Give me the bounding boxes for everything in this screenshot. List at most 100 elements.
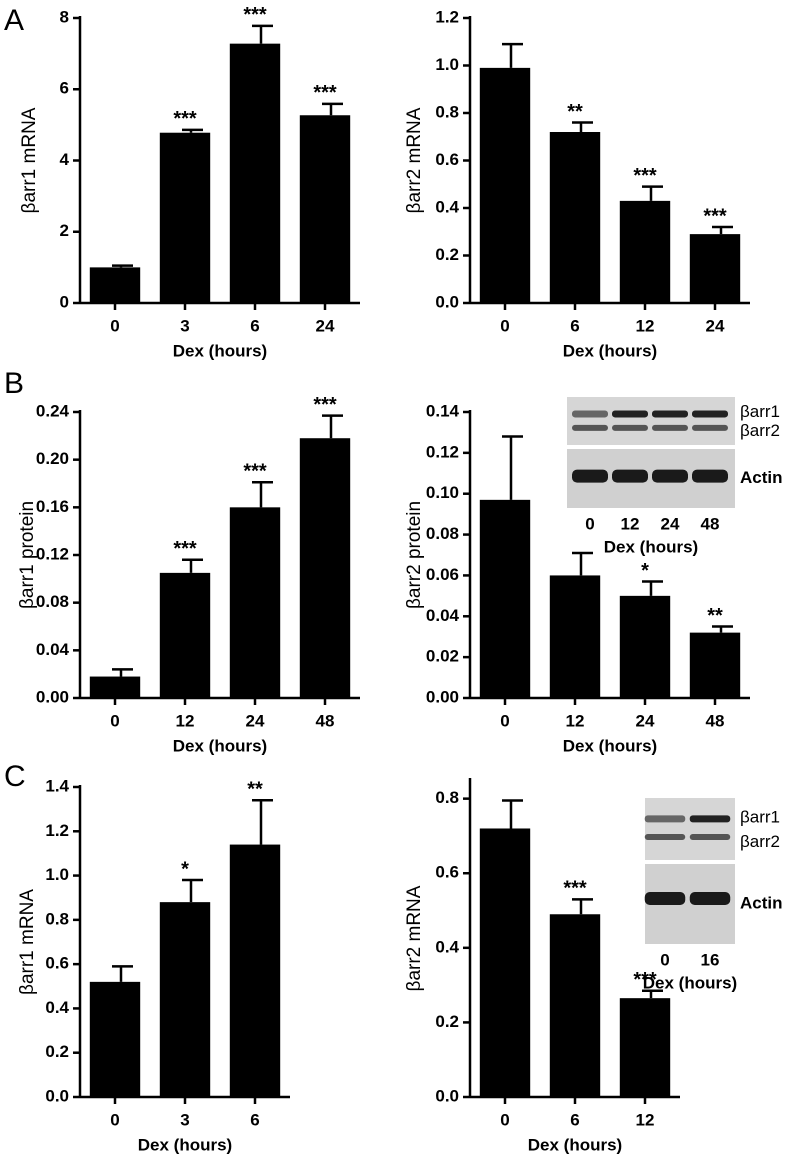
bar: [479, 67, 531, 303]
blot-band: [644, 833, 686, 840]
y-tick-label: 0: [60, 292, 69, 311]
x-tick-label: 0: [500, 1110, 509, 1129]
x-tick-label: 48: [706, 711, 725, 730]
significance-label: ***: [173, 538, 197, 560]
y-tick-label: 1.4: [45, 776, 69, 795]
lane-label: 12: [621, 514, 640, 533]
lane-label: 16: [701, 950, 720, 969]
bar: [479, 499, 531, 698]
y-tick-label: 4: [60, 150, 70, 169]
significance-label: ***: [703, 205, 727, 227]
blot-label: βarr1: [740, 807, 780, 826]
x-tick-label: 0: [500, 316, 509, 335]
error-bar: [182, 558, 203, 573]
significance-label: ***: [633, 165, 657, 187]
blot-band: [692, 469, 728, 483]
y-tick-label: 0.12: [36, 544, 69, 563]
y-tick-label: 0.6: [435, 150, 459, 169]
bar: [549, 132, 601, 303]
x-tick-label: 0: [110, 1110, 119, 1129]
error-bar: [252, 481, 273, 508]
y-tick-label: 1.0: [45, 865, 69, 884]
bar: [689, 234, 741, 303]
x-tick-label: 12: [176, 711, 195, 730]
y-tick-label: 0.2: [45, 1042, 69, 1061]
error-bar: [642, 185, 663, 201]
y-tick-label: 1.2: [45, 821, 69, 840]
x-axis-label: Dex (hours): [173, 341, 267, 360]
y-tick-label: 0.0: [435, 1086, 459, 1105]
y-tick-label: 8: [60, 7, 69, 26]
x-tick-label: 12: [636, 316, 655, 335]
blot: [567, 397, 735, 445]
blot-band: [689, 815, 731, 823]
bar: [159, 902, 211, 1097]
blot-band: [692, 410, 728, 418]
error-bar: [182, 128, 203, 133]
y-tick-label: 0.0: [45, 1086, 69, 1105]
y-axis-label: βarr2 protein: [404, 501, 425, 609]
x-tick-label: 0: [500, 711, 509, 730]
error-bar: [322, 102, 343, 116]
y-tick-label: 0.06: [426, 565, 459, 584]
lane-label: 0: [660, 950, 669, 969]
x-tick-label: 6: [250, 316, 259, 335]
significance-label: *: [641, 560, 649, 582]
significance-label: ***: [243, 4, 267, 26]
error-bar: [112, 668, 133, 677]
x-axis-label: Dex (hours): [173, 736, 267, 755]
significance-label: **: [567, 101, 583, 123]
error-bar: [252, 799, 273, 845]
significance-label: **: [247, 779, 263, 801]
blot-band: [612, 410, 648, 418]
error-bar: [572, 551, 593, 576]
blot: [645, 798, 735, 860]
error-bar: [252, 24, 273, 44]
significance-label: *: [181, 858, 189, 880]
y-tick-label: 0.0: [435, 292, 459, 311]
x-tick-label: 6: [570, 1110, 579, 1129]
y-tick-label: 0.14: [426, 401, 460, 420]
y-tick-label: 0.8: [435, 788, 459, 807]
x-tick-label: 12: [566, 711, 585, 730]
y-tick-label: 1.0: [435, 55, 459, 74]
y-tick-label: 0.08: [426, 524, 459, 543]
y-axis-label: βarr1 protein: [17, 501, 38, 609]
x-tick-label: 3: [180, 1110, 189, 1129]
y-tick-label: 1.2: [435, 7, 459, 26]
blot-band: [612, 424, 648, 431]
bar: [549, 575, 601, 698]
blot-band: [652, 469, 688, 483]
y-tick-label: 0.4: [45, 998, 69, 1017]
x-axis-label: Dex (hours): [528, 1135, 622, 1154]
blot-label: Actin: [740, 893, 783, 912]
x-tick-label: 3: [180, 316, 189, 335]
bar: [549, 914, 601, 1097]
y-axis-label: βarr2 mRNA: [404, 107, 425, 213]
y-tick-label: 0.2: [435, 245, 459, 264]
error-bar: [572, 121, 593, 132]
blot-band: [572, 424, 608, 431]
error-bar: [322, 414, 343, 439]
lane-label: 0: [585, 514, 594, 533]
y-tick-label: 0.20: [36, 449, 69, 468]
blot-band: [612, 469, 648, 483]
bar: [229, 43, 281, 304]
error-bar: [712, 225, 733, 235]
blot-band: [689, 833, 731, 840]
significance-label: ***: [173, 108, 197, 130]
blot-band: [652, 424, 688, 431]
y-tick-label: 0.8: [45, 909, 69, 928]
bar: [299, 438, 351, 698]
bar: [89, 981, 141, 1097]
bar: [89, 267, 141, 303]
significance-label: ***: [313, 394, 337, 416]
bar: [479, 828, 531, 1097]
y-tick-label: 0.16: [36, 497, 69, 516]
significance-label: **: [707, 605, 723, 627]
error-bar: [502, 799, 523, 829]
y-tick-label: 0.8: [435, 102, 459, 121]
x-tick-label: 24: [706, 316, 725, 335]
y-tick-label: 0.04: [36, 640, 70, 659]
lane-label: 48: [701, 514, 720, 533]
